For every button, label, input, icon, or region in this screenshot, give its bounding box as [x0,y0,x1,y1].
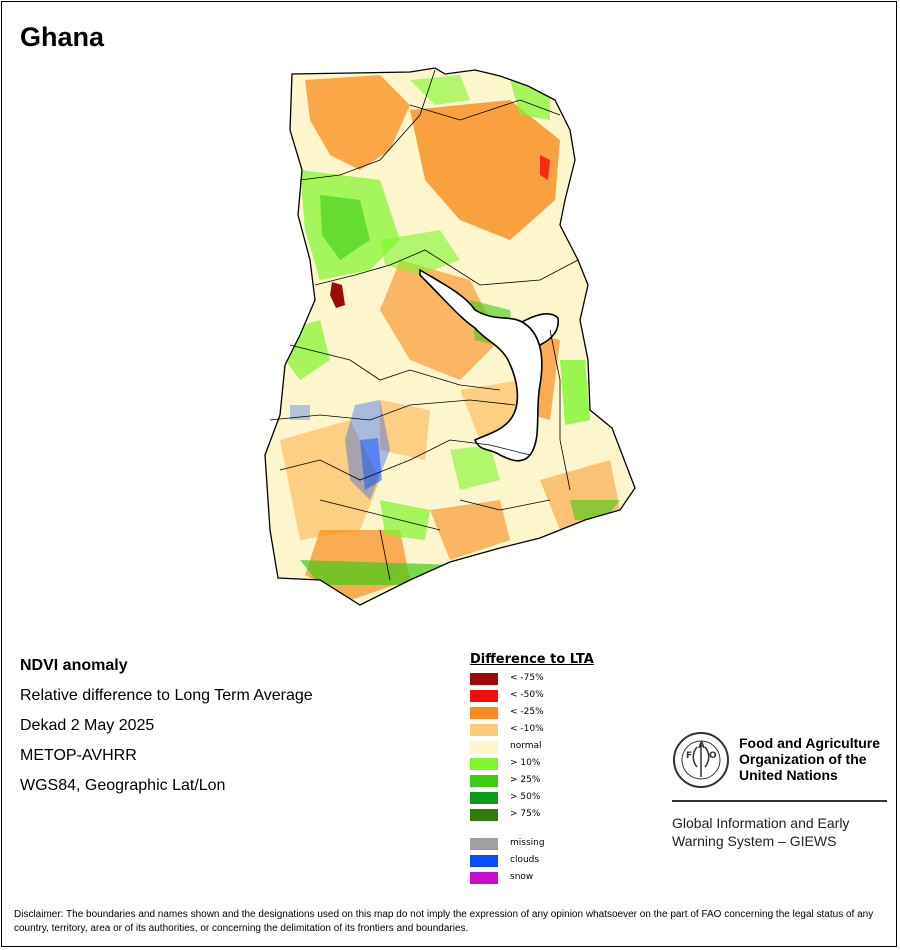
fao-name-line1: Food and Agriculture [739,735,881,751]
legend-label: > 50% [510,792,541,802]
fao-divider [672,800,887,802]
fao-name: Food and Agriculture Organization of the… [739,735,880,783]
info-description: Relative difference to Long Term Average [20,687,313,704]
legend-item: < -10% [470,722,594,739]
legend-label: normal [510,741,542,751]
legend-swatch [470,758,498,770]
legend-swatch [470,872,498,884]
legend-item: < -75% [470,671,594,688]
legend-label: > 75% [510,809,541,819]
legend-items: < -75% < -50% < -25% < -10% normal > 10% > 25%… [470,671,594,824]
legend-item: > 10% [470,756,594,773]
lake-volta-arm [521,313,560,346]
ghana-ndvi-map [264,67,636,606]
ndvi-raster [265,68,635,605]
disclaimer: Disclaimer: The boundaries and names sho… [14,909,874,934]
legend-item: > 75% [470,807,594,824]
fao-logo-letter-o: O [709,751,717,761]
admin-boundaries [269,69,579,581]
legend-swatch [470,838,498,850]
legend-label: > 10% [510,758,541,768]
legend-item: clouds [470,853,594,870]
legend-item: < -25% [470,705,594,722]
legend-label: < -25% [510,707,544,717]
legend-swatch [470,673,498,685]
legend-swatch [470,741,498,753]
legend-item: > 25% [470,773,594,790]
giews-line1: Global Information and Early [672,815,850,831]
legend-extra: missing clouds snow [470,836,594,887]
legend-label: clouds [510,855,540,865]
legend-title: Difference to LTA [470,652,594,667]
legend-swatch [470,809,498,821]
legend-item: < -50% [470,688,594,705]
fao-name-line2: Organization of the [739,751,867,767]
legend-swatch [470,707,498,719]
legend-swatch [470,792,498,804]
legend: Difference to LTA < -75% < -50% < -25% < -1… [470,652,594,887]
info-date: Dekad 2 May 2025 [20,717,155,734]
fao-name-line3: United Nations [739,767,838,783]
legend-label: > 25% [510,775,541,785]
giews-name: Global Information and Early Warning Sys… [672,814,849,850]
giews-line2: Warning System – GIEWS [672,833,837,849]
legend-item: normal [470,739,594,756]
legend-label: < -75% [510,673,544,683]
legend-label: snow [510,872,534,882]
map-info: NDVI anomaly Relative difference to Long… [20,656,313,806]
fao-logo: F A O [673,732,729,788]
legend-swatch [470,724,498,736]
legend-label: < -10% [510,724,544,734]
info-product: NDVI anomaly [20,657,128,674]
lake-volta [419,268,543,462]
legend-label: missing [510,838,545,848]
legend-label: < -50% [510,690,544,700]
fao-logo-letter-a: A [698,741,705,751]
legend-swatch [470,775,498,787]
legend-item: missing [470,836,594,853]
map-title: Ghana [20,22,105,52]
info-sensor: METOP-AVHRR [20,747,137,764]
legend-item: snow [470,870,594,887]
legend-swatch [470,855,498,867]
fao-logo-letter-f: F [686,751,692,761]
legend-swatch [470,690,498,702]
info-projection: WGS84, Geographic Lat/Lon [20,777,226,794]
legend-item: > 50% [470,790,594,807]
